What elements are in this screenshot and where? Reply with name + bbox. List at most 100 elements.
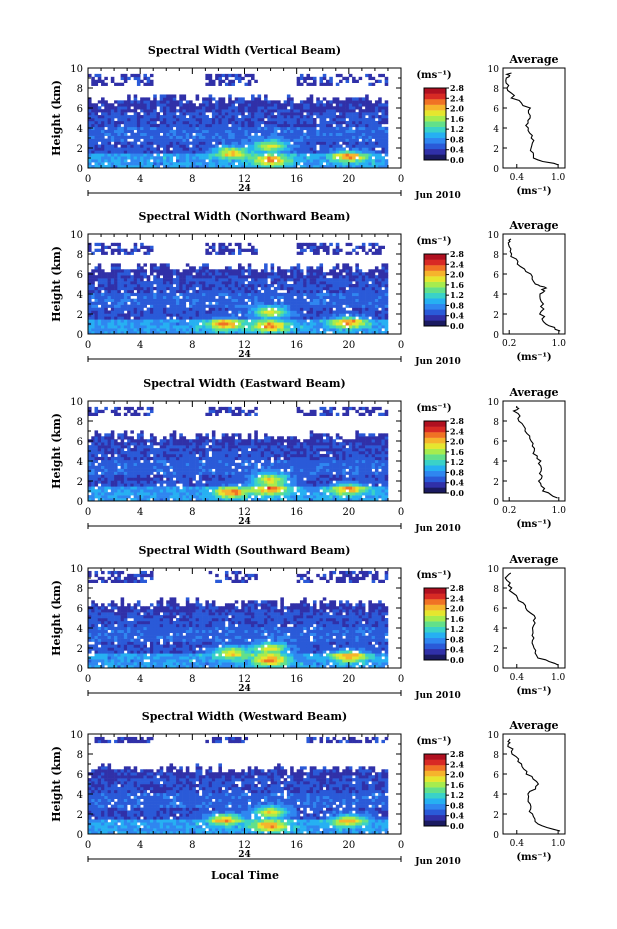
heatmap-cell <box>104 489 108 493</box>
heatmap-cell <box>267 272 271 276</box>
heatmap-cell <box>117 313 121 317</box>
heatmap-cell <box>205 82 209 86</box>
heatmap-cell <box>104 406 108 411</box>
heatmap-cell <box>140 445 144 449</box>
heatmap-cell <box>130 492 134 496</box>
heatmap-cell <box>146 123 151 128</box>
heatmap-cell <box>254 115 258 119</box>
heatmap-cell <box>322 331 327 335</box>
heatmap-cell <box>306 295 311 299</box>
heatmap-cell <box>352 79 356 83</box>
heatmap-cell <box>306 245 311 249</box>
heatmap-cell <box>110 430 115 434</box>
heatmap-cell <box>198 275 203 279</box>
heatmap-cell <box>326 278 330 282</box>
heatmap-cell <box>306 138 311 142</box>
heatmap-cell <box>189 319 193 323</box>
heatmap-cell <box>257 301 262 305</box>
heatmap-cell <box>296 106 301 110</box>
heatmap-cell <box>224 289 229 294</box>
heatmap-cell <box>247 141 252 145</box>
heatmap-cell <box>211 316 216 320</box>
heatmap-cell <box>251 103 255 107</box>
heatmap-cell <box>101 409 105 414</box>
heatmap-cell <box>198 159 203 163</box>
heatmap-cell <box>329 141 333 145</box>
heatmap-cell <box>117 406 121 411</box>
heatmap-cell <box>185 295 190 299</box>
heatmap-cell <box>326 165 330 169</box>
heatmap-cell <box>202 275 206 279</box>
heatmap-cell <box>306 304 311 308</box>
heatmap-cell <box>143 275 147 279</box>
heatmap-cell <box>306 112 311 116</box>
heatmap-cell <box>231 106 236 110</box>
heatmap-cell <box>120 126 125 131</box>
heatmap-cell <box>374 313 379 317</box>
heatmap-cell <box>202 150 206 154</box>
heatmap-cell <box>296 153 301 157</box>
average-y-tick-label: 6 <box>493 105 499 115</box>
heatmap-cell <box>205 109 209 113</box>
heatmap-cell <box>374 144 379 148</box>
heatmap-cell <box>94 433 99 437</box>
heatmap-cell <box>358 245 363 249</box>
heatmap-cell <box>296 112 301 116</box>
heatmap-cell <box>368 292 372 297</box>
heatmap-cell <box>384 269 389 273</box>
heatmap-cell <box>202 298 206 302</box>
heatmap-cell <box>172 313 177 317</box>
heatmap-cell <box>189 132 193 136</box>
heatmap-cell <box>365 135 369 139</box>
heatmap-cell <box>146 313 151 317</box>
heatmap-cell <box>215 325 219 329</box>
heatmap-cell <box>143 272 147 276</box>
heatmap-cell <box>153 109 157 113</box>
heatmap-cell <box>156 310 161 314</box>
heatmap-cell <box>303 126 307 131</box>
heatmap-cell <box>221 132 226 136</box>
heatmap-cell <box>208 97 213 101</box>
heatmap-cell <box>130 156 134 160</box>
heatmap-cell <box>316 278 320 282</box>
heatmap-cell <box>368 115 372 119</box>
heatmap-cell <box>221 123 226 128</box>
heatmap-cell <box>114 132 118 136</box>
x-tick-label: 0 <box>398 340 404 351</box>
heatmap-cell <box>286 156 291 160</box>
heatmap-cell <box>114 451 118 455</box>
heatmap-cell <box>117 468 121 472</box>
heatmap-cell <box>348 269 353 273</box>
heatmap-cell <box>358 112 363 116</box>
day-label: 24 <box>238 350 251 360</box>
heatmap-cell <box>110 495 115 499</box>
heatmap-cell <box>104 245 108 249</box>
heatmap-cell <box>182 325 187 329</box>
heatmap-cell <box>309 278 314 282</box>
heatmap-cell <box>189 328 193 332</box>
heatmap-cell <box>355 322 359 326</box>
heatmap-cell <box>251 275 255 279</box>
heatmap-cell <box>371 147 376 151</box>
heatmap-cell <box>270 165 275 169</box>
heatmap-cell <box>270 325 275 329</box>
heatmap-cell <box>237 162 242 166</box>
heatmap-cell <box>153 298 157 302</box>
heatmap-cell <box>208 322 213 326</box>
heatmap-cell <box>371 251 376 255</box>
heatmap-cell <box>241 135 245 139</box>
heatmap-cell <box>205 331 209 335</box>
heatmap-cell <box>306 73 311 78</box>
heatmap-cell <box>335 292 340 297</box>
heatmap-cell <box>316 129 320 133</box>
heatmap-cell <box>260 328 265 332</box>
heatmap-cell <box>189 106 193 110</box>
heatmap-cell <box>110 278 115 282</box>
heatmap-cell <box>224 159 229 163</box>
heatmap-cell <box>339 135 343 139</box>
heatmap-cell <box>215 301 219 305</box>
heatmap-cell <box>231 301 236 305</box>
heatmap-cell <box>241 325 245 329</box>
heatmap-cell <box>254 129 258 133</box>
heatmap-cell <box>306 281 311 285</box>
